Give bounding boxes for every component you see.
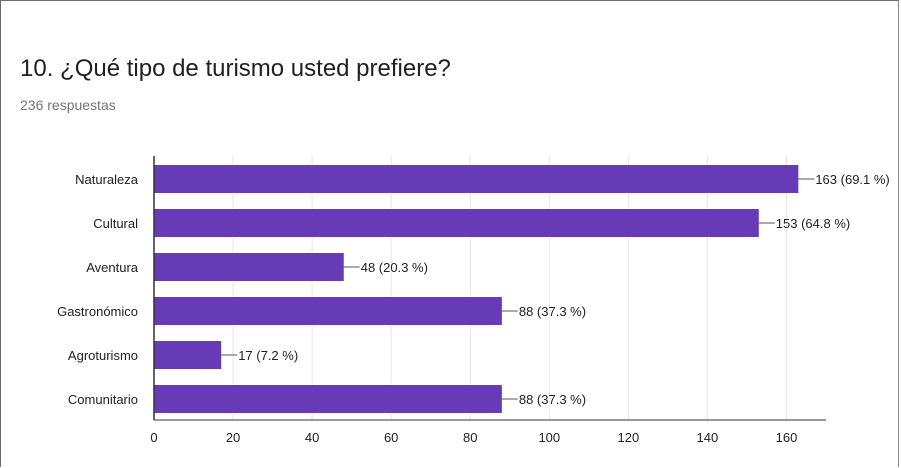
bar [154,165,799,193]
data-label: 153 (64.8 %) [776,216,850,231]
data-label: 17 (7.2 %) [238,348,298,363]
x-tick-label: 120 [618,430,640,445]
data-label: 88 (37.3 %) [519,304,586,319]
response-count: 236 respuestas [20,97,116,113]
x-tick-label: 160 [776,430,798,445]
bar [154,341,222,369]
bar [154,385,502,413]
bar [154,209,759,237]
data-label: 88 (37.3 %) [519,392,586,407]
x-tick-label: 20 [226,430,240,445]
x-tick-label: 140 [697,430,719,445]
category-label: Agroturismo [68,348,138,363]
question-title: 10. ¿Qué tipo de turismo usted prefiere? [20,55,451,82]
category-label: Comunitario [68,392,138,407]
data-label: 48 (20.3 %) [361,260,428,275]
x-tick-label: 80 [463,430,477,445]
bar [154,297,502,325]
category-label: Naturaleza [75,172,139,187]
category-label: Aventura [86,260,139,275]
bar [154,253,344,281]
x-tick-label: 0 [150,430,157,445]
x-tick-label: 60 [384,430,398,445]
category-label: Cultural [93,216,138,231]
data-label: 163 (69.1 %) [815,172,889,187]
x-tick-label: 40 [305,430,319,445]
x-tick-label: 100 [538,430,560,445]
category-label: Gastronómico [57,304,138,319]
